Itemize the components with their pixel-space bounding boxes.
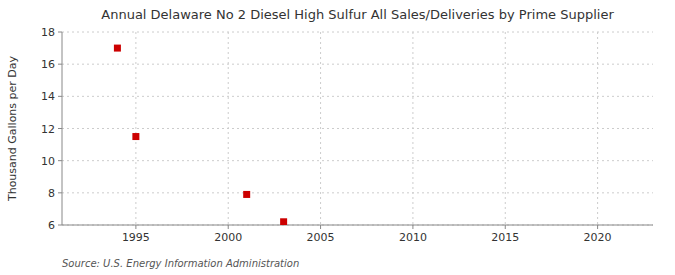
grid-line-x xyxy=(320,32,321,225)
grid-line-y xyxy=(62,160,653,161)
grid-line-y xyxy=(62,128,653,129)
grid-line-y xyxy=(62,32,653,33)
chart-svg: 1995 2000 2005 2010 2015 2020 6 8 10 12 14 16 18 Annu… xyxy=(0,0,675,275)
point xyxy=(243,191,250,198)
x-tick-label: 2005 xyxy=(307,231,335,244)
y-tick xyxy=(58,64,62,65)
y-tick-label: 6 xyxy=(48,219,55,232)
point xyxy=(280,218,287,225)
y-tick xyxy=(58,96,62,97)
x-tick xyxy=(412,225,413,229)
y-tick xyxy=(58,192,62,193)
chart-container: 1995 2000 2005 2010 2015 2020 6 8 10 12 14 16 18 Annu… xyxy=(0,0,675,275)
x-tick-label: 2020 xyxy=(584,231,612,244)
y-tick xyxy=(58,32,62,33)
y-tick-label: 14 xyxy=(41,90,55,103)
y-tick xyxy=(58,225,62,226)
point xyxy=(114,45,121,52)
y-tick-label: 18 xyxy=(41,26,55,39)
y-axis-label: Thousand Gallons per Day xyxy=(6,55,19,202)
x-tick-label: 1995 xyxy=(122,231,150,244)
grid-line-y xyxy=(62,192,653,193)
y-tick-label: 8 xyxy=(48,187,55,200)
y-tick-label: 16 xyxy=(41,58,55,71)
title: Annual Delaware No 2 Diesel High Sulfur … xyxy=(101,7,614,22)
y-tick xyxy=(58,160,62,161)
grid-line-y xyxy=(62,225,653,226)
point xyxy=(132,133,139,140)
grid-line-y xyxy=(62,64,653,65)
x-tick xyxy=(505,225,506,229)
x-tick xyxy=(597,225,598,229)
x-tick xyxy=(320,225,321,229)
x-axis-line xyxy=(62,225,653,226)
y-tick-label: 10 xyxy=(41,155,55,168)
x-tick-label: 2010 xyxy=(399,231,427,244)
x-tick-label: 2015 xyxy=(491,231,519,244)
x-tick xyxy=(135,225,136,229)
source-note: Source: U.S. Energy Information Administ… xyxy=(62,258,299,269)
points xyxy=(114,45,287,225)
y-tick xyxy=(58,128,62,129)
y-tick-label: 12 xyxy=(41,123,55,136)
grid-line-x xyxy=(505,32,506,225)
grid xyxy=(62,32,653,225)
grid-line-y xyxy=(62,96,653,97)
x-tick xyxy=(228,225,229,229)
x-tick-label: 2000 xyxy=(214,231,242,244)
grid-line-x xyxy=(135,32,136,225)
